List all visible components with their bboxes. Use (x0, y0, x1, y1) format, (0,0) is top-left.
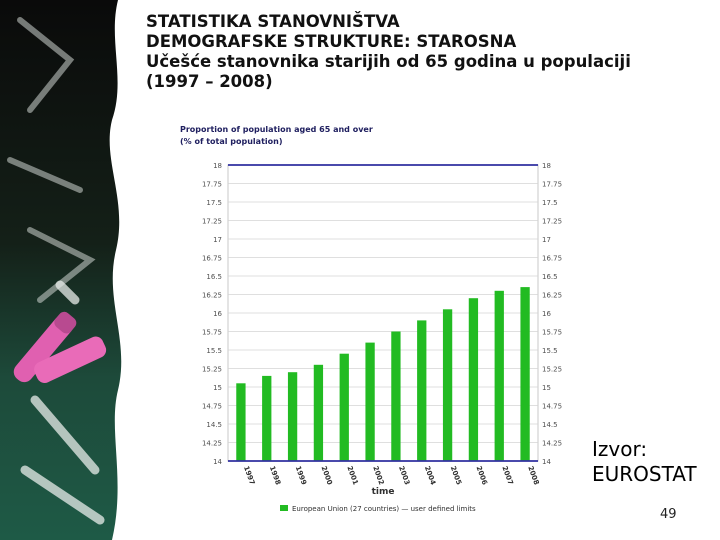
x-tick-label: 2005 (449, 465, 463, 486)
y-tick-label-right: 15.25 (542, 366, 562, 374)
y-tick-label-left: 17 (213, 236, 222, 244)
y-tick-label-left: 15.5 (206, 347, 222, 355)
legend-swatch (280, 505, 288, 511)
y-tick-label-left: 14.25 (202, 440, 222, 448)
x-tick-label: 2000 (320, 465, 334, 486)
y-tick-label-right: 16.25 (542, 292, 562, 300)
x-axis-label: time (372, 487, 395, 497)
y-tick-label-left: 14 (213, 458, 222, 466)
y-tick-label-right: 18 (542, 162, 551, 170)
y-tick-label-right: 15.75 (542, 329, 562, 337)
y-tick-label-left: 17.5 (206, 199, 222, 207)
y-tick-label-right: 15 (542, 384, 551, 392)
y-tick-label-left: 15 (213, 384, 222, 392)
y-tick-label-right: 17 (542, 236, 551, 244)
bar (417, 320, 427, 461)
y-tick-label-left: 17.75 (202, 181, 222, 189)
legend: European Union (27 countries) — user def… (280, 505, 476, 513)
bar (287, 372, 298, 461)
title-line-4: (1997 – 2008) (146, 72, 273, 91)
y-tick-label-right: 14.5 (542, 421, 558, 429)
chart-svg: Proportion of population aged 65 and ove… (180, 125, 562, 513)
bar (520, 287, 530, 461)
x-tick-label: 2004 (423, 465, 437, 486)
bar (236, 383, 246, 461)
x-tick-label: 1997 (242, 465, 256, 486)
y-tick-label-left: 16.25 (202, 292, 222, 300)
bar (262, 375, 272, 461)
source-label: Izvor: EUROSTAT (592, 437, 697, 487)
x-tick-label: 1998 (268, 465, 282, 486)
y-tick-label-right: 14 (542, 458, 551, 466)
y-tick-label-left: 16 (213, 310, 222, 318)
bar (468, 298, 479, 461)
y-tick-label-left: 16.5 (206, 273, 222, 281)
x-tick-label: 2002 (371, 465, 385, 486)
slide-title: STATISTIKA STANOVNIŠTVA DEMOGRAFSKE STRU… (146, 12, 706, 92)
bar (365, 342, 375, 461)
title-line-2: DEMOGRAFSKE STRUKTURE: STAROSNA (146, 32, 517, 51)
y-tick-label-left: 14.5 (206, 421, 222, 429)
x-tick-label: 2007 (500, 465, 514, 486)
page-number: 49 (660, 507, 677, 522)
y-tick-label-right: 17.5 (542, 199, 558, 207)
y-tick-label-left: 15.25 (202, 366, 222, 374)
y-tick-label-left: 14.75 (202, 403, 222, 411)
x-tick-label: 2008 (526, 465, 540, 486)
chalkboard-decoration (0, 0, 140, 540)
y-tick-label-right: 16.75 (542, 255, 562, 263)
bar-chart: Proportion of population aged 65 and ove… (170, 118, 570, 522)
x-tick-label: 2003 (397, 465, 411, 486)
y-tick-label-right: 17.75 (542, 181, 562, 189)
bar (494, 290, 504, 461)
y-tick-label-right: 17.25 (542, 218, 562, 226)
y-tick-label-left: 18 (213, 162, 222, 170)
source-name: EUROSTAT (592, 462, 697, 486)
y-tick-label-left: 17.25 (202, 218, 222, 226)
title-line-3: Učešće stanovnika starijih od 65 godina … (146, 52, 631, 71)
y-tick-label-right: 16.5 (542, 273, 558, 281)
x-tick-label: 1999 (294, 465, 308, 486)
y-tick-label-left: 15.75 (202, 329, 222, 337)
x-tick-label: 2006 (475, 465, 489, 486)
source-prefix: Izvor: (592, 437, 648, 461)
y-tick-label-right: 15.5 (542, 347, 558, 355)
bar (391, 331, 401, 461)
bar (339, 353, 349, 461)
chart-subtitle: (% of total population) (180, 137, 283, 146)
bar (442, 309, 453, 461)
y-tick-label-right: 14.25 (542, 440, 562, 448)
legend-entry: European Union (27 countries) — user def… (292, 505, 476, 513)
y-tick-label-right: 14.75 (542, 403, 562, 411)
bar (313, 364, 324, 461)
chart-title: Proportion of population aged 65 and ove… (180, 125, 373, 134)
title-line-1: STATISTIKA STANOVNIŠTVA (146, 12, 400, 31)
y-tick-label-left: 16.75 (202, 255, 222, 263)
x-tick-label: 2001 (345, 465, 359, 486)
y-tick-label-right: 16 (542, 310, 551, 318)
